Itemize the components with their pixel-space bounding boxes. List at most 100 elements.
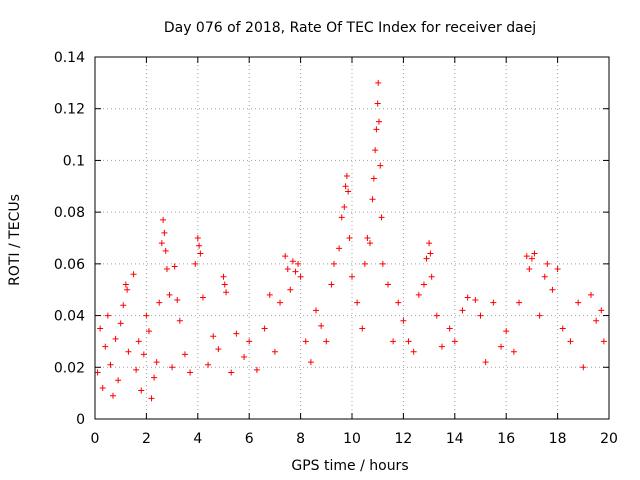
data-point bbox=[94, 369, 101, 376]
x-axis-ticks: 0 2 4 6 8 10 12 14 16 18 20 bbox=[91, 57, 618, 447]
data-point bbox=[233, 330, 240, 337]
data-point bbox=[104, 312, 111, 319]
y-tick-label: 0.06 bbox=[54, 257, 85, 273]
data-point bbox=[171, 263, 178, 270]
data-point bbox=[221, 281, 228, 288]
data-point bbox=[125, 348, 132, 355]
data-point bbox=[379, 260, 386, 267]
data-point bbox=[336, 245, 343, 252]
data-point bbox=[341, 203, 348, 210]
data-point bbox=[143, 312, 150, 319]
x-tick-label: 18 bbox=[549, 431, 567, 447]
data-point bbox=[328, 281, 335, 288]
data-point bbox=[377, 162, 384, 169]
y-tick-label: 0.1 bbox=[63, 153, 85, 169]
y-tick-label: 0.08 bbox=[54, 205, 85, 221]
data-point bbox=[559, 325, 566, 332]
data-point bbox=[138, 387, 145, 394]
data-point bbox=[210, 333, 217, 340]
data-point bbox=[384, 281, 391, 288]
data-point bbox=[318, 322, 325, 329]
data-point bbox=[600, 338, 607, 345]
data-point bbox=[282, 253, 289, 260]
data-point bbox=[130, 271, 137, 278]
data-point bbox=[151, 374, 158, 381]
data-point bbox=[580, 364, 587, 371]
data-point bbox=[345, 188, 352, 195]
data-point bbox=[459, 307, 466, 314]
data-point bbox=[160, 216, 167, 223]
data-point bbox=[482, 359, 489, 366]
data-point bbox=[498, 343, 505, 350]
data-point bbox=[428, 273, 435, 280]
data-point bbox=[423, 255, 430, 262]
data-point bbox=[158, 240, 165, 247]
data-point bbox=[464, 294, 471, 301]
data-point bbox=[153, 359, 160, 366]
x-tick-label: 0 bbox=[91, 431, 100, 447]
data-point bbox=[378, 214, 385, 221]
y-axis-ticks: 0 0.02 0.04 0.06 0.08 0.1 0.12 0.14 bbox=[54, 50, 609, 428]
y-tick-label: 0.02 bbox=[54, 360, 85, 376]
data-point bbox=[199, 294, 206, 301]
data-point bbox=[503, 328, 510, 335]
x-tick-label: 4 bbox=[193, 431, 202, 447]
data-point bbox=[253, 366, 260, 373]
data-point bbox=[359, 325, 366, 332]
data-point bbox=[196, 242, 203, 249]
data-point bbox=[174, 297, 181, 304]
data-point bbox=[215, 346, 222, 353]
data-point bbox=[588, 291, 595, 298]
data-point bbox=[477, 312, 484, 319]
data-point bbox=[307, 359, 314, 366]
data-point bbox=[342, 183, 349, 190]
x-tick-label: 6 bbox=[245, 431, 254, 447]
data-point bbox=[364, 235, 371, 241]
data-point bbox=[181, 351, 188, 358]
data-point bbox=[593, 317, 600, 324]
y-tick-label: 0.04 bbox=[54, 309, 85, 325]
data-point bbox=[148, 395, 155, 402]
data-point bbox=[295, 260, 302, 267]
data-point bbox=[124, 286, 131, 293]
data-point bbox=[405, 338, 412, 345]
data-point bbox=[366, 240, 373, 247]
data-point bbox=[390, 338, 397, 345]
data-point bbox=[531, 250, 538, 257]
x-tick-label: 14 bbox=[446, 431, 464, 447]
data-point bbox=[99, 384, 106, 391]
data-point bbox=[373, 126, 380, 133]
y-tick-label: 0.12 bbox=[54, 102, 85, 118]
data-point bbox=[161, 229, 168, 236]
data-point bbox=[122, 281, 129, 288]
data-point bbox=[338, 214, 345, 221]
data-point bbox=[510, 348, 517, 355]
x-tick-label: 2 bbox=[142, 431, 151, 447]
data-point bbox=[331, 260, 338, 267]
y-tick-label: 0 bbox=[76, 412, 85, 428]
data-point bbox=[266, 291, 273, 298]
data-point bbox=[490, 299, 497, 306]
chart-title: Day 076 of 2018, Rate Of TEC Index for r… bbox=[164, 20, 536, 36]
data-point bbox=[374, 100, 381, 107]
data-point bbox=[187, 369, 194, 376]
data-point bbox=[297, 273, 304, 280]
data-point bbox=[395, 299, 402, 306]
data-point bbox=[343, 172, 350, 179]
data-point bbox=[223, 289, 230, 296]
data-point bbox=[302, 338, 309, 345]
data-point bbox=[598, 307, 605, 314]
y-axis-label: ROTI / TECUs bbox=[7, 194, 23, 286]
x-tick-label: 10 bbox=[343, 431, 361, 447]
data-point bbox=[194, 235, 201, 241]
data-point bbox=[120, 302, 127, 309]
data-point bbox=[575, 299, 582, 306]
data-point bbox=[375, 118, 382, 125]
data-point bbox=[313, 307, 320, 314]
data-point bbox=[375, 79, 382, 86]
data-point bbox=[516, 299, 523, 306]
data-point bbox=[536, 312, 543, 319]
data-point bbox=[349, 273, 355, 280]
